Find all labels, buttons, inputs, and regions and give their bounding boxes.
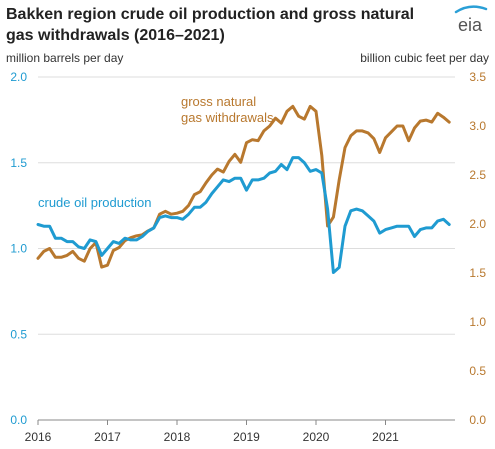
left-tick-label: 1.5 <box>10 156 27 170</box>
gas-series-label-line2: gas withdrawals <box>181 110 274 125</box>
left-tick-label: 0.0 <box>10 413 27 427</box>
left-tick-label: 1.0 <box>10 242 27 256</box>
oil-series-label: crude oil production <box>38 195 151 210</box>
right-tick-label: 1.0 <box>469 315 486 329</box>
x-tick-label: 2021 <box>372 430 399 444</box>
series-lines <box>36 104 451 274</box>
right-tick-label: 3.0 <box>469 119 486 133</box>
chart-title-line2: gas withdrawals (2016–2021) <box>6 27 225 44</box>
left-axis-ticks: 0.0 0.5 1.0 1.5 2.0 <box>10 70 27 427</box>
gridlines <box>38 76 455 421</box>
right-tick-label: 3.5 <box>469 70 486 84</box>
right-axis-label: billion cubic feet per day <box>360 51 489 65</box>
eia-logo: eia <box>454 5 488 35</box>
left-axis-label: million barrels per day <box>6 51 123 65</box>
left-tick-label: 0.5 <box>10 327 27 341</box>
eia-logo-text: eia <box>458 15 483 35</box>
right-tick-label: 0.5 <box>469 364 486 378</box>
natural-gas-line <box>36 104 451 269</box>
right-tick-label: 1.5 <box>469 266 486 280</box>
crude-oil-line <box>36 156 451 274</box>
right-axis-ticks: 0.0 0.5 1.0 1.5 2.0 2.5 3.0 3.5 <box>469 70 486 427</box>
x-tick-label: 2018 <box>164 430 191 444</box>
gas-series-label-line1: gross natural <box>181 94 256 109</box>
left-tick-label: 2.0 <box>10 70 27 84</box>
right-tick-label: 2.5 <box>469 168 486 182</box>
right-tick-label: 0.0 <box>469 413 486 427</box>
x-tick-label: 2019 <box>233 430 260 444</box>
x-tick-label: 2016 <box>25 430 52 444</box>
x-tick-label: 2020 <box>303 430 330 444</box>
chart-title-line1: Bakken region crude oil production and g… <box>6 6 414 23</box>
x-axis-ticks: 2016 2017 2018 2019 2020 2021 <box>25 420 399 444</box>
x-tick-label: 2017 <box>94 430 121 444</box>
right-tick-label: 2.0 <box>469 217 486 231</box>
